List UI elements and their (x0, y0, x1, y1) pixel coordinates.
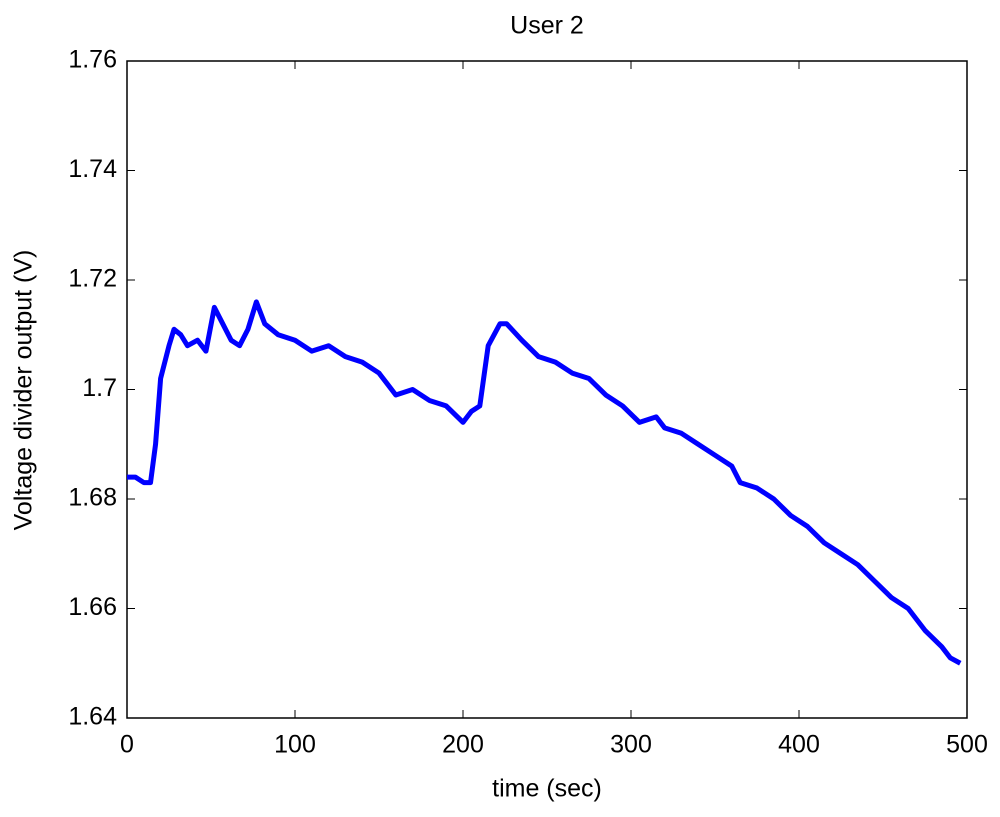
x-tick-label: 100 (274, 731, 316, 759)
y-tick-label: 1.66 (68, 593, 117, 621)
y-tick-label: 1.7 (82, 374, 117, 402)
y-tick-label: 1.76 (68, 46, 117, 74)
x-tick-label: 200 (442, 731, 484, 759)
y-tick-label: 1.64 (68, 703, 117, 731)
y-tick-label: 1.72 (68, 265, 117, 293)
x-tick-label: 400 (778, 731, 820, 759)
x-tick-label: 0 (120, 731, 134, 759)
data-line (127, 299, 962, 666)
x-axis-label: time (sec) (492, 775, 602, 803)
x-tick-label: 300 (610, 731, 652, 759)
chart-title: User 2 (510, 12, 584, 40)
plot-frame (126, 60, 968, 719)
y-tick-label: 1.68 (68, 484, 117, 512)
y-axis-label: Voltage divider output (V) (10, 250, 38, 531)
x-tick-label: 500 (946, 731, 988, 759)
y-tick-label: 1.74 (68, 155, 117, 183)
